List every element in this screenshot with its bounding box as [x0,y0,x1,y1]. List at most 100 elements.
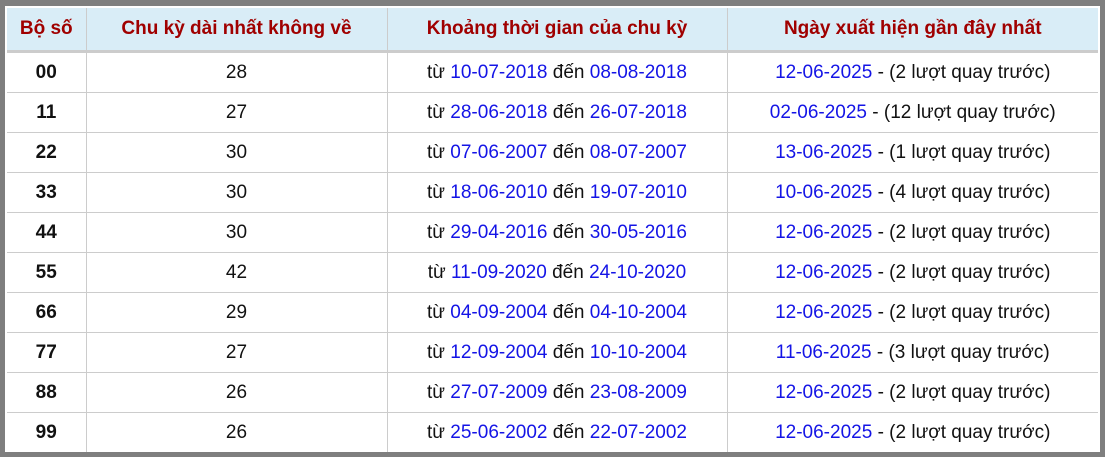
table-row: 66 29 từ 04-09-2004 đến 04-10-2004 12-06-20… [7,292,1098,333]
period-cell: từ 25-06-2002 đến 22-07-2002 [387,412,728,452]
end-date-link[interactable]: 10-10-2004 [589,341,687,363]
separator: - [877,421,884,443]
pair-cell: 99 [7,412,87,452]
draws-ago: (12 lượt quay trước) [883,101,1056,123]
last-seen-cell: 12-06-2025 - (2 lượt quay trước) [727,372,1098,413]
last-date-link[interactable]: 12-06-2025 [775,421,873,443]
cycle-cell: 26 [86,412,388,452]
header-cycle: Chu kỳ dài nhất không về [86,8,388,53]
to-label: đến [552,101,585,123]
from-label: từ [427,261,446,283]
start-date-link[interactable]: 04-09-2004 [450,301,548,323]
start-date-link[interactable]: 29-04-2016 [450,221,548,243]
last-date-link[interactable]: 10-06-2025 [775,181,873,203]
pair-cell: 00 [7,51,87,93]
start-date-link[interactable]: 07-06-2007 [450,141,548,163]
pair-cell: 11 [7,92,87,133]
last-date-link[interactable]: 13-06-2025 [775,141,873,163]
from-label: từ [427,301,446,323]
end-date-link[interactable]: 22-07-2002 [589,421,687,443]
to-label: đến [552,141,585,163]
start-date-link[interactable]: 12-09-2004 [450,341,548,363]
cycle-cell: 27 [86,332,388,373]
to-label: đến [552,301,585,323]
last-date-link[interactable]: 11-06-2025 [775,341,872,363]
to-label: đến [552,181,585,203]
period-cell: từ 10-07-2018 đến 08-08-2018 [387,51,728,93]
start-date-link[interactable]: 25-06-2002 [450,421,548,443]
last-date-link[interactable]: 12-06-2025 [775,301,873,323]
start-date-link[interactable]: 28-06-2018 [450,101,548,123]
end-date-link[interactable]: 08-08-2018 [589,61,687,83]
to-label: đến [552,261,584,283]
table-row: 88 26 từ 27-07-2009 đến 23-08-2009 12-06-20… [7,372,1098,413]
end-date-link[interactable]: 23-08-2009 [589,381,687,403]
cycle-cell: 28 [86,51,388,93]
from-label: từ [427,61,446,83]
draws-ago: (3 lượt quay trước) [888,341,1050,363]
to-label: đến [552,421,585,443]
last-seen-cell: 11-06-2025 - (3 lượt quay trước) [727,332,1098,373]
draws-ago: (2 lượt quay trước) [889,61,1051,83]
from-label: từ [427,341,446,363]
from-label: từ [427,181,446,203]
table-row: 55 42 từ 11-09-2020 đến 24-10-2020 12-06-20… [7,252,1098,293]
table-row: 44 30 từ 29-04-2016 đến 30-05-2016 12-06-20… [7,212,1098,253]
cycle-cell: 27 [86,92,388,133]
period-cell: từ 12-09-2004 đến 10-10-2004 [387,332,728,373]
separator: - [877,141,884,163]
start-date-link[interactable]: 27-07-2009 [450,381,548,403]
cycle-cell: 30 [86,172,388,213]
table-row: 33 30 từ 18-06-2010 đến 19-07-2010 10-06-20… [7,172,1098,213]
from-label: từ [427,221,446,243]
pair-cell: 22 [7,132,87,173]
table-row: 00 28 từ 10-07-2018 đến 08-08-2018 12-06-20… [7,51,1098,93]
table-row: 99 26 từ 25-06-2002 đến 22-07-2002 12-06-20… [7,412,1098,453]
separator: - [877,221,884,243]
end-date-link[interactable]: 19-07-2010 [589,181,687,203]
draws-ago: (2 lượt quay trước) [889,261,1051,283]
last-seen-cell: 12-06-2025 - (2 lượt quay trước) [727,212,1098,253]
last-date-link[interactable]: 12-06-2025 [775,261,873,283]
pair-cell: 66 [7,292,87,333]
period-cell: từ 04-09-2004 đến 04-10-2004 [387,292,728,333]
table-row: 11 27 từ 28-06-2018 đến 26-07-2018 02-06-20… [7,92,1098,133]
start-date-link[interactable]: 18-06-2010 [450,181,548,203]
last-seen-cell: 13-06-2025 - (1 lượt quay trước) [727,132,1098,173]
draws-ago: (1 lượt quay trước) [889,141,1051,163]
last-date-link[interactable]: 12-06-2025 [775,381,873,403]
separator: - [877,301,884,323]
last-seen-cell: 12-06-2025 - (2 lượt quay trước) [727,413,1098,453]
draws-ago: (2 lượt quay trước) [889,221,1051,243]
from-label: từ [427,141,446,163]
table-row: 22 30 từ 07-06-2007 đến 08-07-2007 13-06-20… [7,132,1098,173]
separator: - [877,61,884,83]
end-date-link[interactable]: 24-10-2020 [589,261,687,283]
end-date-link[interactable]: 08-07-2007 [589,141,687,163]
draws-ago: (2 lượt quay trước) [889,301,1051,323]
from-label: từ [427,101,446,123]
pair-cell: 33 [7,172,87,213]
pair-cell: 77 [7,332,87,373]
last-date-link[interactable]: 12-06-2025 [775,61,873,83]
to-label: đến [552,221,585,243]
pair-cell: 55 [7,252,87,293]
period-cell: từ 07-06-2007 đến 08-07-2007 [387,132,728,173]
separator: - [877,181,884,203]
header-pair: Bộ số [7,8,87,53]
last-date-link[interactable]: 12-06-2025 [775,221,873,243]
start-date-link[interactable]: 11-09-2020 [451,261,547,283]
separator: - [876,341,884,363]
longest-cycle-table: Bộ số Chu kỳ dài nhất không về Khoảng th… [7,8,1098,452]
cycle-cell: 30 [86,212,388,253]
end-date-link[interactable]: 04-10-2004 [589,301,687,323]
from-label: từ [427,381,446,403]
end-date-link[interactable]: 30-05-2016 [589,221,687,243]
end-date-link[interactable]: 26-07-2018 [589,101,687,123]
start-date-link[interactable]: 10-07-2018 [450,61,548,83]
header-period: Khoảng thời gian của chu kỳ [387,8,728,53]
pair-cell: 88 [7,372,87,413]
last-date-link[interactable]: 02-06-2025 [769,101,867,123]
period-cell: từ 11-09-2020 đến 24-10-2020 [387,252,728,293]
period-cell: từ 18-06-2010 đến 19-07-2010 [387,172,728,213]
